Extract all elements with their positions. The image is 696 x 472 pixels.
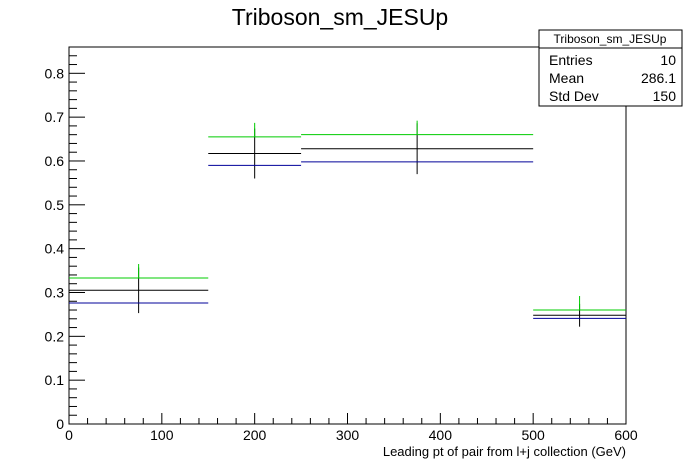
stats-stddev-label: Std Dev bbox=[549, 88, 599, 104]
y-tick-label: 0.4 bbox=[45, 241, 65, 257]
x-tick-label: 600 bbox=[614, 427, 638, 443]
stats-mean-value: 286.1 bbox=[641, 70, 676, 86]
x-tick-label: 100 bbox=[150, 427, 174, 443]
series-2 bbox=[69, 161, 626, 319]
series-group bbox=[69, 120, 626, 327]
stats-box: Triboson_sm_JESUp Entries 10 Mean 286.1 … bbox=[538, 29, 683, 107]
series-0 bbox=[69, 123, 626, 327]
series-1 bbox=[69, 134, 626, 311]
stats-box-title: Triboson_sm_JESUp bbox=[554, 32, 667, 46]
stats-entries-label: Entries bbox=[549, 52, 593, 68]
y-tick-label: 0.5 bbox=[45, 197, 65, 213]
y-tick-label: 0 bbox=[56, 416, 64, 432]
x-tick-label: 200 bbox=[243, 427, 267, 443]
x-tick-label: 400 bbox=[429, 427, 453, 443]
x-axis-label: Leading pt of pair from l+j collection (… bbox=[383, 444, 626, 459]
stats-entries-value: 10 bbox=[660, 52, 676, 68]
stats-stddev-value: 150 bbox=[653, 88, 677, 104]
x-tick-label: 500 bbox=[521, 427, 545, 443]
axes: 0 100 200 300 400 500 600 0 0.1 0.2 0.3 0.4 0.5 0.6 0.… bbox=[45, 55, 638, 443]
y-tick-label: 0.1 bbox=[45, 372, 65, 388]
chart-title: Triboson_sm_JESUp bbox=[232, 4, 448, 30]
x-tick-label: 300 bbox=[336, 427, 360, 443]
stats-box-frame bbox=[538, 29, 683, 107]
stats-mean-label: Mean bbox=[549, 70, 584, 86]
y-tick-label: 0.2 bbox=[45, 328, 65, 344]
x-tick-label: 0 bbox=[65, 427, 73, 443]
y-tick-label: 0.6 bbox=[45, 153, 65, 169]
y-tick-label: 0.7 bbox=[45, 109, 65, 125]
y-tick-label: 0.8 bbox=[45, 65, 65, 81]
y-tick-label: 0.3 bbox=[45, 284, 65, 300]
